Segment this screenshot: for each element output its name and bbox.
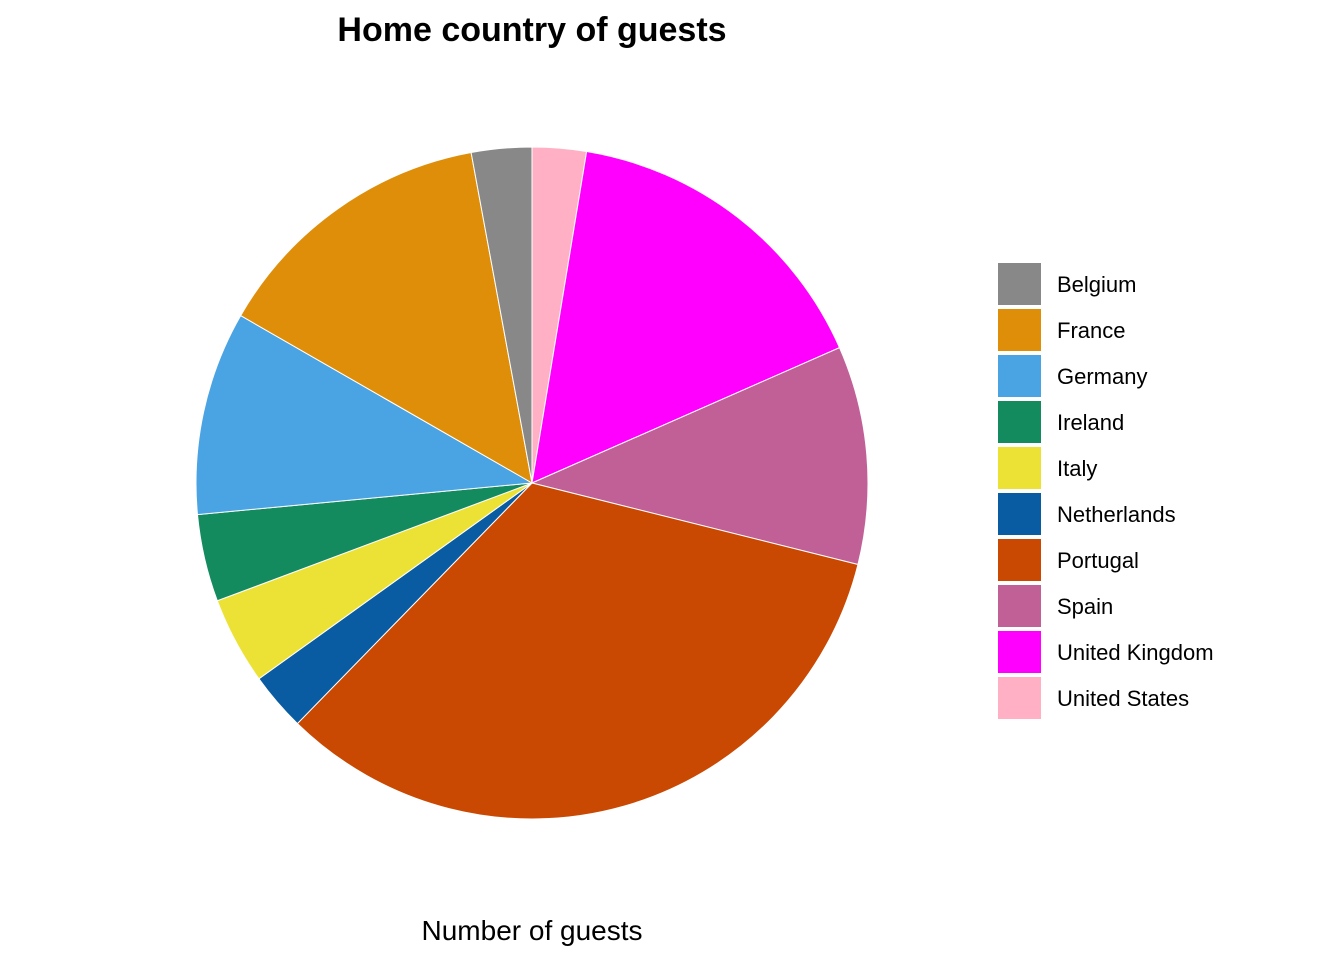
pie-slices bbox=[195, 146, 869, 820]
pie-slice-germany bbox=[195, 314, 534, 516]
legend-swatch-portugal bbox=[998, 539, 1041, 581]
legend-label-netherlands: Netherlands bbox=[1057, 502, 1176, 527]
legend-label-ireland: Ireland bbox=[1057, 410, 1124, 435]
legend-label-italy: Italy bbox=[1057, 456, 1097, 481]
legend-swatch-italy bbox=[998, 447, 1041, 489]
legend-label-germany: Germany bbox=[1057, 364, 1147, 389]
legend-swatch-ireland bbox=[998, 401, 1041, 443]
pie-slice-portugal bbox=[296, 482, 859, 820]
legend-label-belgium: Belgium bbox=[1057, 272, 1136, 297]
legend-label-portugal: Portugal bbox=[1057, 548, 1139, 573]
legend-swatch-netherlands bbox=[998, 493, 1041, 535]
legend-label-spain: Spain bbox=[1057, 594, 1113, 619]
pie-slice-spain bbox=[530, 346, 869, 566]
legend-label-united-kingdom: United Kingdom bbox=[1057, 640, 1214, 665]
legend-swatch-spain bbox=[998, 585, 1041, 627]
legend-swatch-germany bbox=[998, 355, 1041, 397]
pie-slice-belgium bbox=[470, 146, 533, 484]
legend-label-france: France bbox=[1057, 318, 1125, 343]
legend-swatch-france bbox=[998, 309, 1041, 351]
legend: Belgium France Germany Ireland Italy Netherla… bbox=[998, 263, 1214, 719]
pie-slice-united-kingdom bbox=[531, 150, 841, 484]
legend-swatch-united-states bbox=[998, 677, 1041, 719]
chart-title: Home country of guests bbox=[337, 11, 726, 49]
legend-label-united-states: United States bbox=[1057, 686, 1189, 711]
x-axis-label: Number of guests bbox=[422, 915, 643, 946]
legend-swatch-united-kingdom bbox=[998, 631, 1041, 673]
pie-slice-france bbox=[239, 151, 533, 484]
legend-swatch-belgium bbox=[998, 263, 1041, 305]
